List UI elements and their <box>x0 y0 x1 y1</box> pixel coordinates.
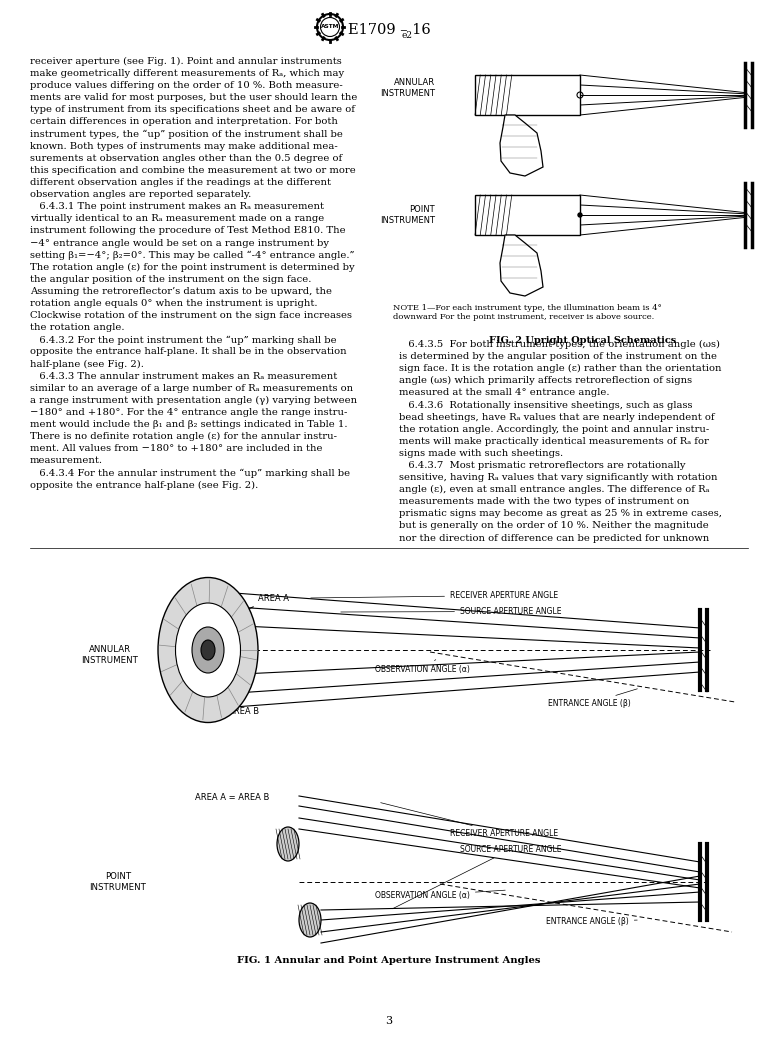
Text: OBSERVATION ANGLE (α): OBSERVATION ANGLE (α) <box>375 890 505 900</box>
Text: −180° and +180°. For the 4° entrance angle the range instru-: −180° and +180°. For the 4° entrance ang… <box>30 408 347 416</box>
Text: rotation angle equals 0° when the instrument is upright.: rotation angle equals 0° when the instru… <box>30 299 317 308</box>
Ellipse shape <box>277 827 299 861</box>
Text: 6.4.3.7  Most prismatic retroreflectors are rotationally: 6.4.3.7 Most prismatic retroreflectors a… <box>399 461 685 469</box>
Text: angle (ωs) which primarily affects retroreflection of signs: angle (ωs) which primarily affects retro… <box>399 376 692 385</box>
Bar <box>475 195 580 235</box>
Text: ENTRANCE ANGLE (β): ENTRANCE ANGLE (β) <box>546 917 637 926</box>
Text: The rotation angle (ε) for the point instrument is determined by: The rotation angle (ε) for the point ins… <box>30 262 355 272</box>
Text: different observation angles if the readings at the different: different observation angles if the read… <box>30 178 331 187</box>
Text: AREA A: AREA A <box>228 594 289 617</box>
Text: There is no definite rotation angle (ε) for the annular instru-: There is no definite rotation angle (ε) … <box>30 432 337 441</box>
Circle shape <box>578 213 582 217</box>
Ellipse shape <box>299 903 321 937</box>
Text: OBSERVATION ANGLE (α): OBSERVATION ANGLE (α) <box>375 660 470 674</box>
Text: ments will make practically identical measurements of Rₐ for: ments will make practically identical me… <box>399 437 709 446</box>
Text: angle (ε), even at small entrance angles. The difference of Rₐ: angle (ε), even at small entrance angles… <box>399 485 710 494</box>
Text: SOURCE APERTURE ANGLE: SOURCE APERTURE ANGLE <box>341 607 562 616</box>
Text: ANNULAR
INSTRUMENT: ANNULAR INSTRUMENT <box>82 645 138 665</box>
Text: opposite the entrance half-plane (see Fig. 2).: opposite the entrance half-plane (see Fi… <box>30 481 258 489</box>
Text: AREA A = AREA B: AREA A = AREA B <box>195 793 269 802</box>
Text: e2: e2 <box>402 30 413 40</box>
Text: −4° entrance angle would be set on a range instrument by: −4° entrance angle would be set on a ran… <box>30 238 329 248</box>
Text: FIG. 2 Upright Optical Schematics: FIG. 2 Upright Optical Schematics <box>489 336 677 345</box>
Text: make geometrically different measurements of Rₐ, which may: make geometrically different measurement… <box>30 69 344 78</box>
Text: is determined by the angular position of the instrument on the: is determined by the angular position of… <box>399 352 717 361</box>
Text: ment. All values from −180° to +180° are included in the: ment. All values from −180° to +180° are… <box>30 445 323 453</box>
Text: ENTRANCE ANGLE (β): ENTRANCE ANGLE (β) <box>548 689 637 708</box>
Text: the angular position of the instrument on the sign face.: the angular position of the instrument o… <box>30 275 311 284</box>
Ellipse shape <box>192 627 224 672</box>
Text: POINT
INSTRUMENT: POINT INSTRUMENT <box>380 205 435 225</box>
Ellipse shape <box>176 603 240 697</box>
Text: POINT
INSTRUMENT: POINT INSTRUMENT <box>89 872 146 892</box>
Text: opposite the entrance half-plane. It shall be in the observation: opposite the entrance half-plane. It sha… <box>30 348 347 356</box>
Text: measurements made with the two types of instrument on: measurements made with the two types of … <box>399 498 689 506</box>
Text: 6.4.3.4 For the annular instrument the “up” marking shall be: 6.4.3.4 For the annular instrument the “… <box>30 468 350 478</box>
Text: certain differences in operation and interpretation. For both: certain differences in operation and int… <box>30 118 338 127</box>
Text: produce values differing on the order of 10 %. Both measure-: produce values differing on the order of… <box>30 81 343 91</box>
Text: ASTM: ASTM <box>321 25 339 29</box>
Text: sign face. It is the rotation angle (ε) rather than the orientation: sign face. It is the rotation angle (ε) … <box>399 364 721 374</box>
Text: observation angles are reported separately.: observation angles are reported separate… <box>30 191 251 199</box>
Bar <box>475 75 580 115</box>
Text: instrument types, the “up” position of the instrument shall be: instrument types, the “up” position of t… <box>30 129 343 138</box>
Text: instrument following the procedure of Test Method E810. The: instrument following the procedure of Te… <box>30 226 345 235</box>
Polygon shape <box>500 115 543 176</box>
Text: the rotation angle.: the rotation angle. <box>30 323 124 332</box>
Text: setting β₁=−4°; β₂=0°. This may be called “-4° entrance angle.”: setting β₁=−4°; β₂=0°. This may be calle… <box>30 251 355 260</box>
Text: Assuming the retroreflector’s datum axis to be upward, the: Assuming the retroreflector’s datum axis… <box>30 287 332 296</box>
Text: ment would include the β₁ and β₂ settings indicated in Table 1.: ment would include the β₁ and β₂ setting… <box>30 420 348 429</box>
Text: Clockwise rotation of the instrument on the sign face increases: Clockwise rotation of the instrument on … <box>30 311 352 320</box>
Text: 6.4.3.6  Rotationally insensitive sheetings, such as glass: 6.4.3.6 Rotationally insensitive sheetin… <box>399 401 692 409</box>
Text: RECEIVER APERTURE ANGLE: RECEIVER APERTURE ANGLE <box>310 591 558 600</box>
Text: NOTE 1—For each instrument type, the illumination beam is 4°
downward For the po: NOTE 1—For each instrument type, the ill… <box>393 304 662 322</box>
Text: 6.4.3.5  For both instrument types, the orientation angle (ωs): 6.4.3.5 For both instrument types, the o… <box>399 340 720 349</box>
Text: prismatic signs may become as great as 25 % in extreme cases,: prismatic signs may become as great as 2… <box>399 509 722 518</box>
Text: surements at observation angles other than the 0.5 degree of: surements at observation angles other th… <box>30 154 342 162</box>
Text: 6.4.3.2 For the point instrument the “up” marking shall be: 6.4.3.2 For the point instrument the “up… <box>30 335 337 345</box>
Text: SOURCE APERTURE ANGLE: SOURCE APERTURE ANGLE <box>392 845 562 909</box>
Text: this specification and combine the measurement at two or more: this specification and combine the measu… <box>30 166 356 175</box>
Polygon shape <box>500 235 543 296</box>
Text: but is generally on the order of 10 %. Neither the magnitude: but is generally on the order of 10 %. N… <box>399 522 709 531</box>
Text: FIG. 1 Annular and Point Aperture Instrument Angles: FIG. 1 Annular and Point Aperture Instru… <box>237 956 541 965</box>
Text: type of instrument from its specifications sheet and be aware of: type of instrument from its specificatio… <box>30 105 355 115</box>
Text: the rotation angle. Accordingly, the point and annular instru-: the rotation angle. Accordingly, the poi… <box>399 425 710 434</box>
Text: a range instrument with presentation angle (γ) varying between: a range instrument with presentation ang… <box>30 396 357 405</box>
Text: 6.4.3.1 The point instrument makes an Rₐ measurement: 6.4.3.1 The point instrument makes an Rₐ… <box>30 202 324 211</box>
Text: 3: 3 <box>385 1016 393 1026</box>
Text: AREA B: AREA B <box>226 700 259 716</box>
Text: nor the direction of difference can be predicted for unknown: nor the direction of difference can be p… <box>399 534 710 542</box>
Text: receiver aperture (see Fig. 1). Point and annular instruments: receiver aperture (see Fig. 1). Point an… <box>30 57 342 67</box>
Text: bead sheetings, have Rₐ values that are nearly independent of: bead sheetings, have Rₐ values that are … <box>399 412 715 422</box>
Ellipse shape <box>201 640 215 660</box>
Text: similar to an average of a large number of Rₐ measurements on: similar to an average of a large number … <box>30 384 353 392</box>
Ellipse shape <box>158 578 258 722</box>
Text: measurement.: measurement. <box>30 456 103 465</box>
Text: half-plane (see Fig. 2).: half-plane (see Fig. 2). <box>30 359 144 369</box>
Text: signs made with such sheetings.: signs made with such sheetings. <box>399 449 563 458</box>
Text: E1709 – 16: E1709 – 16 <box>348 23 431 37</box>
Text: known. Both types of instruments may make additional mea-: known. Both types of instruments may mak… <box>30 142 338 151</box>
Text: RECEIVER APERTURE ANGLE: RECEIVER APERTURE ANGLE <box>380 803 558 838</box>
Text: measured at the small 4° entrance angle.: measured at the small 4° entrance angle. <box>399 388 609 398</box>
Text: 6.4.3.3 The annular instrument makes an Rₐ measurement: 6.4.3.3 The annular instrument makes an … <box>30 372 337 381</box>
Text: sensitive, having Rₐ values that vary significantly with rotation: sensitive, having Rₐ values that vary si… <box>399 473 717 482</box>
Text: ments are valid for most purposes, but the user should learn the: ments are valid for most purposes, but t… <box>30 94 357 102</box>
Text: ANNULAR
INSTRUMENT: ANNULAR INSTRUMENT <box>380 78 435 98</box>
Text: virtually identical to an Rₐ measurement made on a range: virtually identical to an Rₐ measurement… <box>30 214 324 224</box>
